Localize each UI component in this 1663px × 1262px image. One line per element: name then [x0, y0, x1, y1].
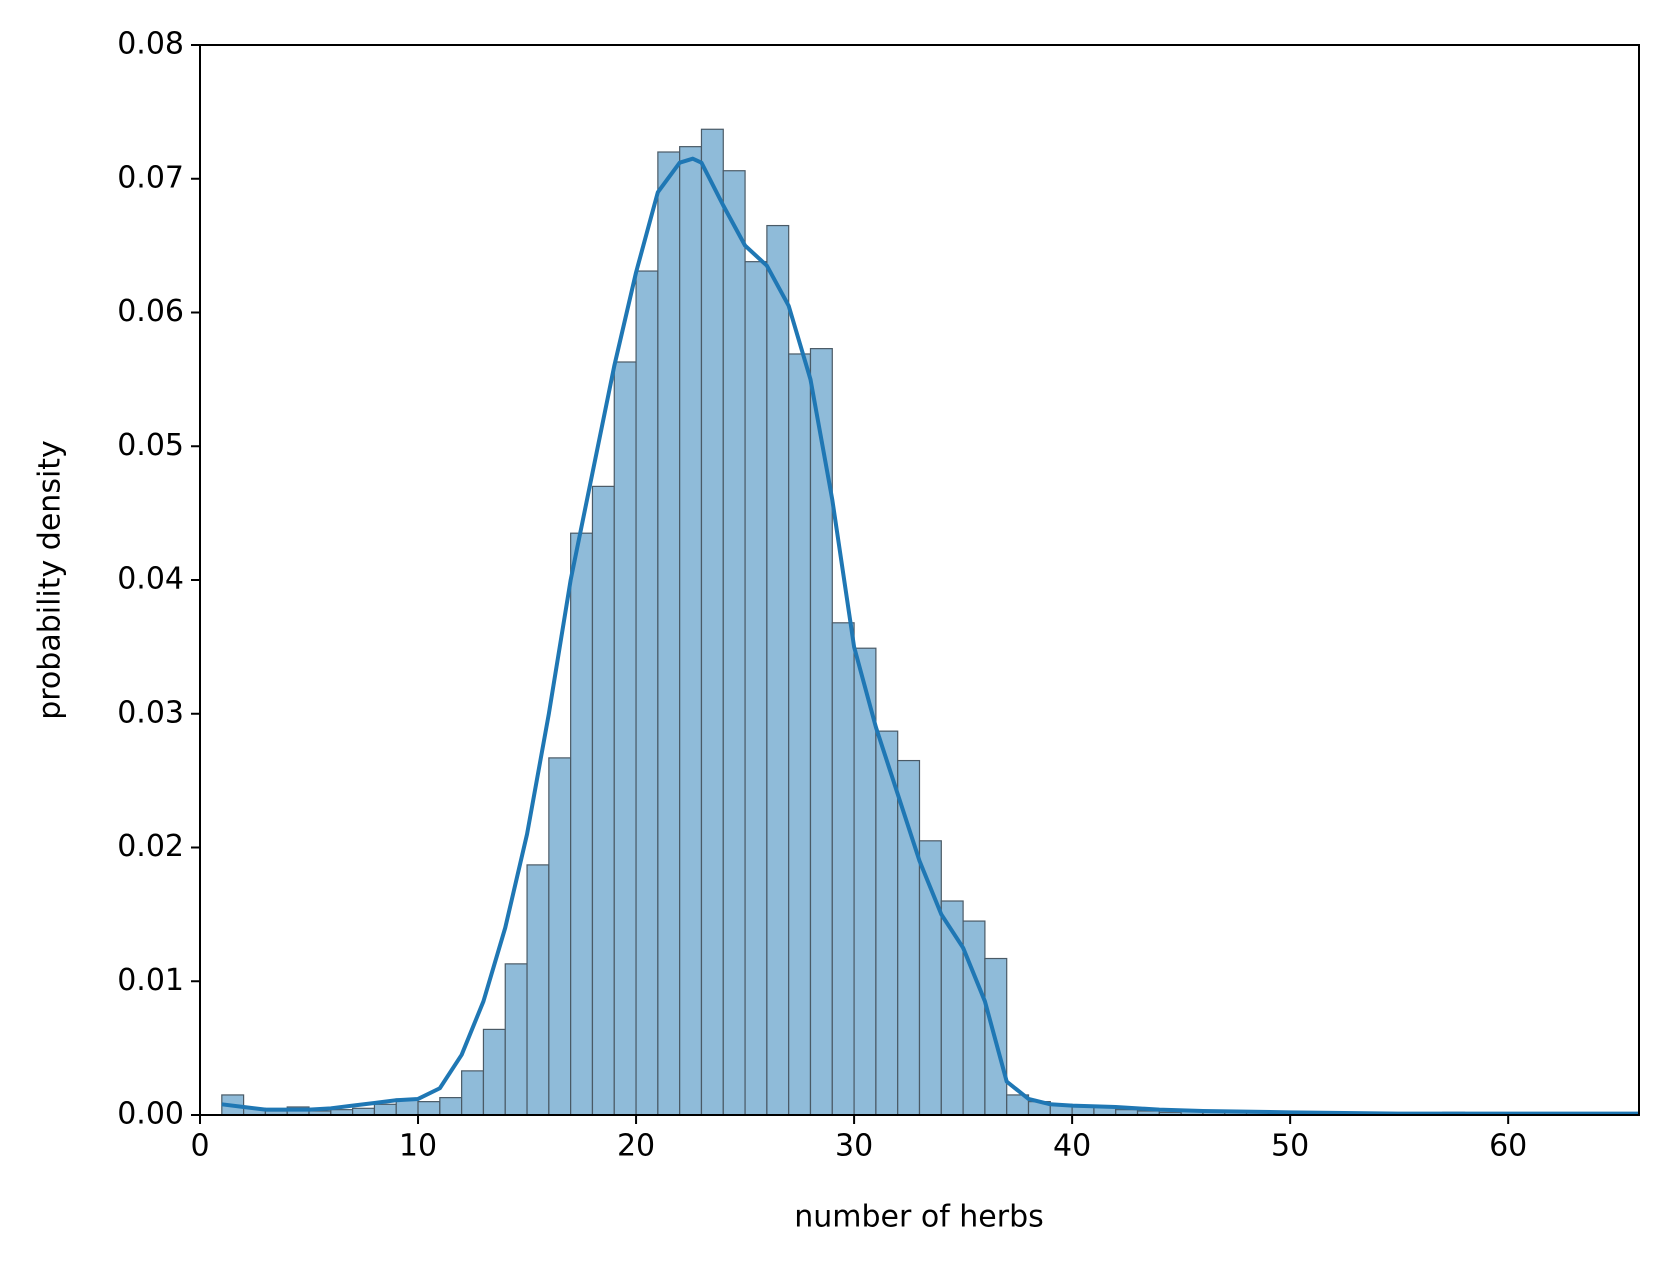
bar — [766, 224, 790, 1116]
x-tick-label: 50 — [1271, 1129, 1309, 1164]
bar — [591, 485, 615, 1116]
x-tick-label: 10 — [399, 1129, 437, 1164]
bar — [722, 170, 746, 1116]
y-tick-label: 0.08 — [117, 27, 184, 62]
bar — [809, 348, 833, 1116]
bar — [918, 840, 942, 1116]
bar — [504, 963, 528, 1116]
x-tick-label: 30 — [835, 1129, 873, 1164]
x-tick-label: 0 — [190, 1129, 209, 1164]
y-tick-label: 0.05 — [117, 428, 184, 463]
y-tick-label: 0.01 — [117, 963, 184, 998]
bar — [962, 920, 986, 1116]
bar — [439, 1097, 463, 1116]
y-tick-label: 0.04 — [117, 562, 184, 597]
bar — [417, 1101, 441, 1116]
y-tick-label: 0.02 — [117, 829, 184, 864]
bar — [700, 128, 724, 1116]
bar — [744, 261, 768, 1116]
bar — [526, 864, 550, 1116]
x-axis-label: number of herbs — [794, 1200, 1044, 1235]
bar — [831, 622, 855, 1116]
bar — [482, 1028, 506, 1116]
bar — [548, 757, 572, 1116]
bar — [461, 1070, 485, 1116]
x-tick-label: 40 — [1053, 1129, 1091, 1164]
y-tick-label: 0.03 — [117, 695, 184, 730]
bar — [570, 532, 594, 1116]
y-tick-label: 0.00 — [117, 1097, 184, 1132]
bar — [635, 270, 659, 1116]
x-tick-label: 60 — [1489, 1129, 1527, 1164]
bar — [373, 1103, 397, 1116]
bar — [657, 151, 681, 1116]
bar — [613, 361, 637, 1116]
bar — [352, 1107, 376, 1116]
y-axis-label: probability density — [33, 440, 68, 720]
kde-line — [221, 156, 1639, 1116]
bar — [679, 146, 703, 1116]
y-tick-label: 0.07 — [117, 160, 184, 195]
bar — [897, 759, 921, 1116]
y-tick-label: 0.06 — [117, 294, 184, 329]
x-tick-label: 20 — [617, 1129, 655, 1164]
bar — [788, 353, 812, 1116]
